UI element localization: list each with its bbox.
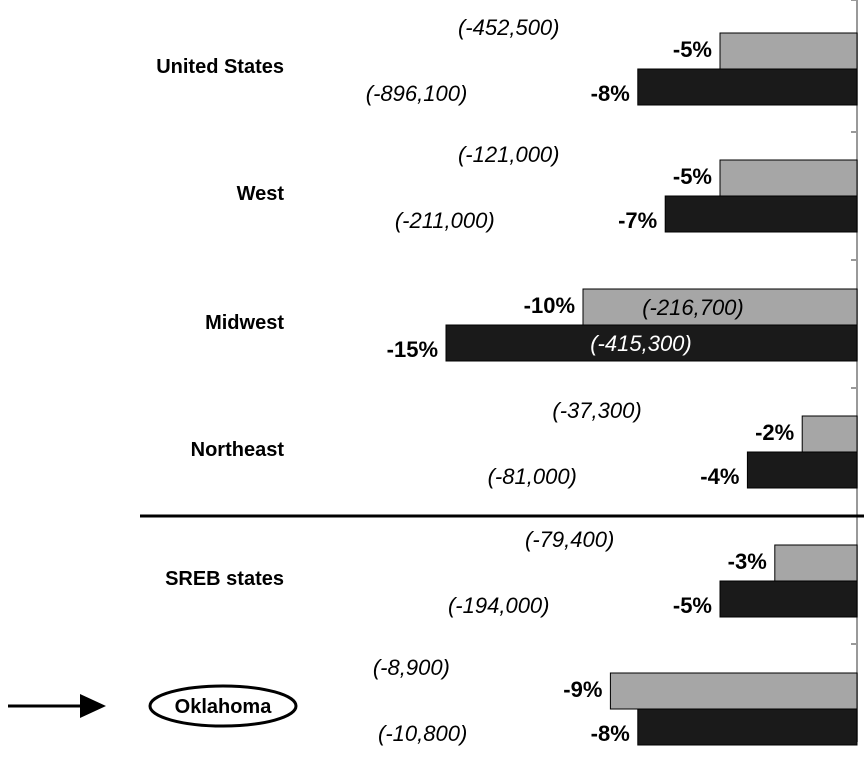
bar-dark bbox=[664, 195, 858, 233]
bar-dark bbox=[637, 708, 858, 746]
percent-label: -5% bbox=[673, 593, 712, 618]
percent-label: -8% bbox=[591, 721, 630, 746]
count-label: (-121,000) bbox=[458, 142, 560, 167]
percent-label: -3% bbox=[728, 549, 767, 574]
arrow-icon bbox=[80, 694, 106, 718]
count-label: (-415,300) bbox=[590, 331, 692, 356]
count-label: (-8,900) bbox=[373, 655, 450, 680]
percent-label: -5% bbox=[673, 164, 712, 189]
category-label: West bbox=[237, 183, 285, 205]
bar-light bbox=[719, 159, 858, 197]
count-label: (-896,100) bbox=[366, 81, 468, 106]
bar-light bbox=[719, 32, 858, 70]
percent-label: -10% bbox=[524, 293, 575, 318]
percent-label: -5% bbox=[673, 37, 712, 62]
count-label: (-216,700) bbox=[642, 295, 744, 320]
bar-light bbox=[582, 288, 858, 326]
percent-label: -9% bbox=[563, 677, 602, 702]
count-label: (-194,000) bbox=[448, 593, 550, 618]
percent-label: -2% bbox=[755, 420, 794, 445]
percent-label: -15% bbox=[387, 337, 438, 362]
count-label: (-10,800) bbox=[378, 721, 467, 746]
bar-dark bbox=[637, 68, 858, 106]
category-label: SREB states bbox=[165, 568, 284, 590]
count-label: (-37,300) bbox=[552, 398, 641, 423]
category-label: United States bbox=[156, 56, 284, 78]
category-label: Midwest bbox=[205, 312, 284, 334]
bar-light bbox=[801, 415, 858, 453]
percent-label: -4% bbox=[700, 464, 739, 489]
percent-label: -7% bbox=[618, 208, 657, 233]
bar-dark bbox=[746, 451, 858, 489]
bar-light bbox=[774, 544, 858, 582]
category-label: Northeast bbox=[191, 439, 285, 461]
bar-dark bbox=[719, 580, 858, 618]
count-label: (-452,500) bbox=[458, 15, 560, 40]
count-label: (-79,400) bbox=[525, 527, 614, 552]
bar-light bbox=[609, 672, 858, 710]
bar-dark bbox=[445, 324, 858, 362]
count-label: (-211,000) bbox=[395, 208, 495, 233]
count-label: (-81,000) bbox=[488, 464, 577, 489]
category-label: Oklahoma bbox=[175, 696, 273, 718]
highlight-ellipse bbox=[148, 684, 298, 728]
percent-label: -8% bbox=[591, 81, 630, 106]
